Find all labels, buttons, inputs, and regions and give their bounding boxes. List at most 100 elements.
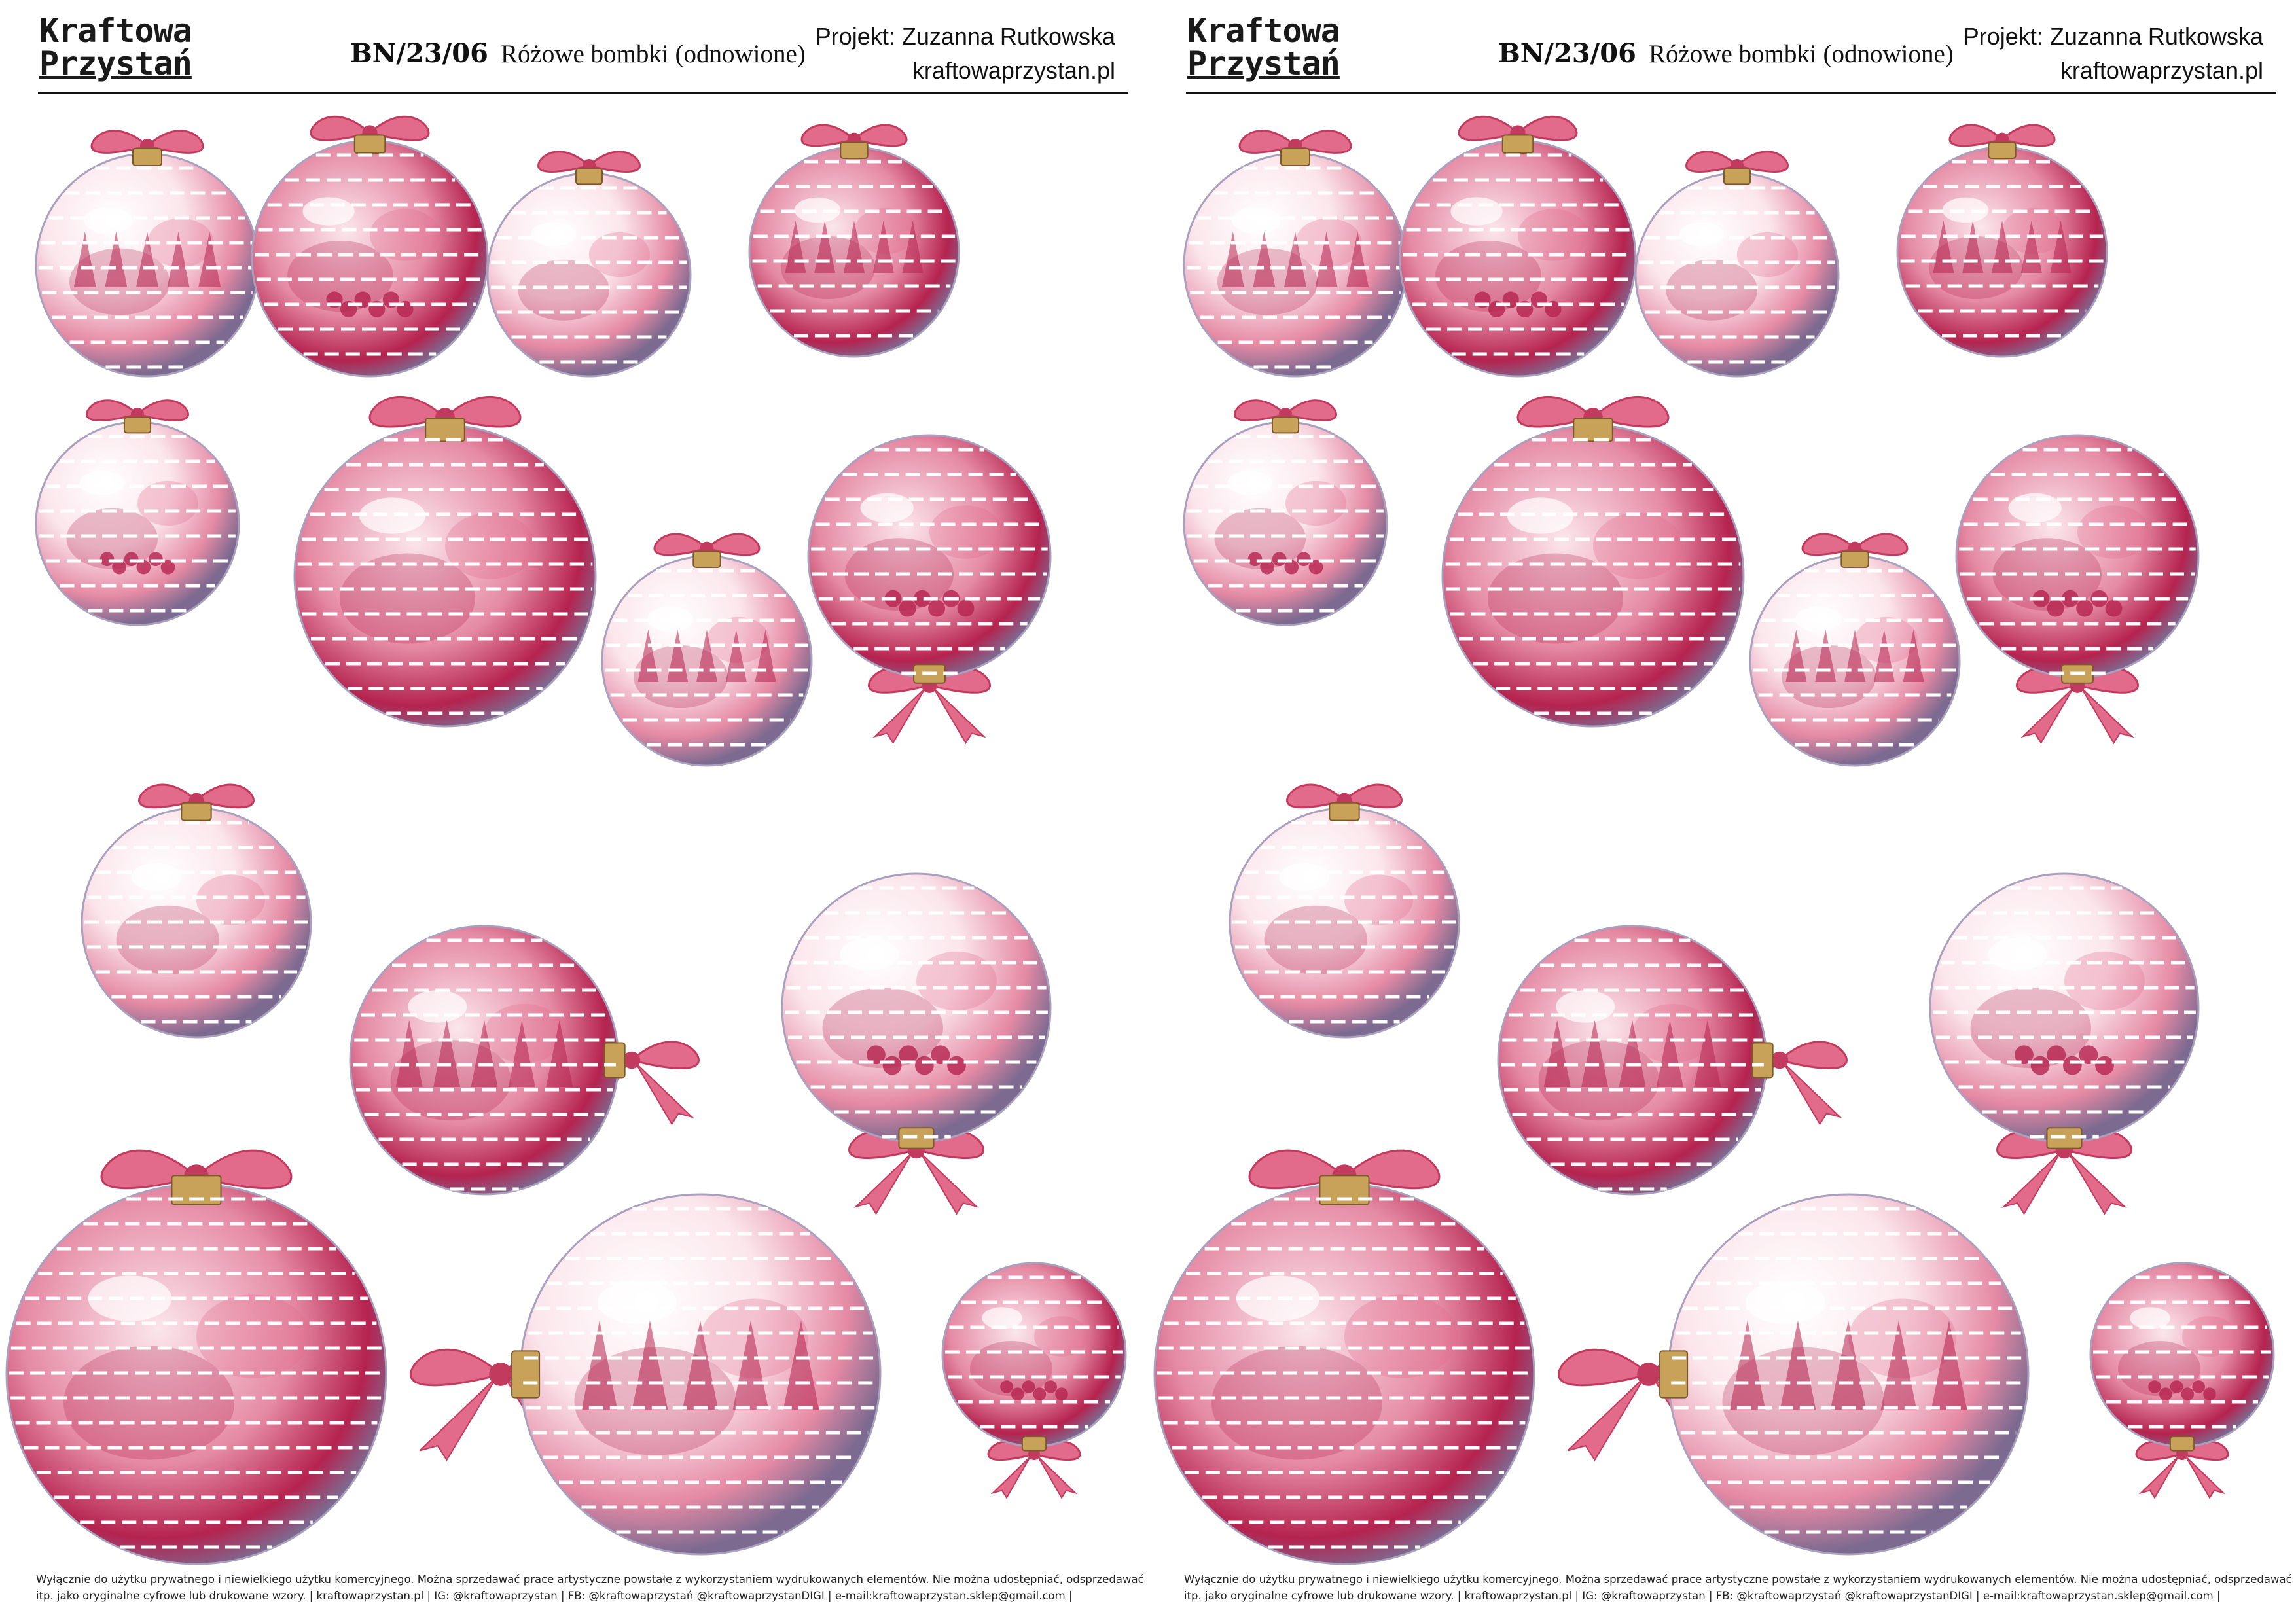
berry-decal: [2203, 1387, 2216, 1400]
berry-decal: [913, 590, 931, 607]
ornament-cap: [425, 418, 465, 442]
dashed-cut-lines: [1900, 160, 2104, 338]
product-code: BN/23/06: [350, 38, 488, 69]
berry-decal: [2047, 599, 2064, 617]
header-divider: [38, 92, 1128, 94]
berry-decal: [2181, 1387, 2195, 1400]
berry-decal: [2159, 1387, 2172, 1400]
ornament-ball: [35, 399, 240, 626]
project-info: Projekt: Zuzanna Rutkowska kraftowaprzys…: [1964, 20, 2263, 88]
pine-tree-decal: [136, 232, 158, 287]
berry-decal: [2095, 1056, 2114, 1075]
berry-decal: [1272, 552, 1287, 567]
dashed-cut-lines: [1232, 821, 1456, 1024]
ornament-cap: [1723, 168, 1751, 185]
ornament-cap: [1501, 134, 1534, 154]
ornament-ball: [2089, 1262, 2275, 1499]
ornament-ball: [1955, 434, 2200, 745]
berry-decal: [1297, 552, 1311, 567]
berry-decal: [2076, 599, 2094, 617]
berry-decal: [947, 1056, 966, 1075]
berry-decal: [899, 599, 916, 617]
ornament-ball: [1229, 783, 1460, 1039]
ornament-artwork: [5, 115, 1127, 1565]
header-divider: [1186, 92, 2276, 94]
ornament-ball: [807, 434, 1052, 745]
ornament-ball: [1153, 1149, 1535, 1565]
dashed-cut-lines: [523, 1207, 878, 1534]
pine-tree-decal: [732, 1320, 769, 1410]
pine-tree-decal: [1619, 1020, 1646, 1087]
pine-tree-decal: [1253, 232, 1276, 287]
berry-decal: [928, 599, 946, 617]
pine-tree-decal: [682, 1320, 719, 1410]
dashed-cut-lines: [1933, 886, 2196, 1139]
pine-tree-decal: [581, 1320, 618, 1410]
berry-decal: [160, 560, 175, 575]
ornament-cap: [171, 1175, 222, 1205]
ornament-ball: [1497, 925, 1848, 1196]
pine-tree-decal: [546, 1020, 573, 1087]
ornament-ball: [1557, 1193, 2030, 1556]
dashed-cut-lines: [1187, 435, 1384, 613]
berry-decal: [957, 599, 975, 617]
ornament-cap: [353, 134, 386, 154]
dashed-cut-lines: [1403, 153, 1633, 356]
sheet-left: Kraftowa Przystań BN/23/06 Różowe bombki…: [5, 14, 1144, 1602]
ornament-cap: [123, 416, 152, 434]
ornament-ball: [1183, 130, 1408, 378]
project-website: kraftowaprzystan.pl: [2060, 57, 2263, 84]
brand-logo: Kraftowa Przystań: [39, 14, 209, 80]
dashed-cut-lines: [1445, 438, 1741, 715]
dashed-cut-lines: [297, 438, 593, 715]
berry-decal: [899, 1045, 918, 1065]
dashed-cut-lines: [84, 821, 308, 1024]
pine-tree-decal: [471, 1020, 498, 1087]
berry-decal: [1055, 1387, 1068, 1400]
dashed-cut-lines: [605, 569, 809, 747]
berry-decal: [2192, 1380, 2205, 1393]
berry-decal: [2062, 1056, 2082, 1075]
pine-tree-decal: [73, 232, 96, 287]
project-info: Projekt: Zuzanna Rutkowska kraftowaprzys…: [816, 20, 1115, 88]
ornament-cap: [692, 550, 721, 568]
berry-decal: [1022, 1380, 1035, 1393]
berry-decal: [2061, 590, 2079, 607]
berry-decal: [867, 1045, 886, 1065]
pine-tree-decal: [1656, 1020, 1683, 1087]
ornament-ball: [1634, 151, 1840, 378]
berry-decal: [2105, 599, 2123, 617]
dashed-cut-lines: [811, 448, 1048, 675]
berry-decal: [1033, 1387, 1047, 1400]
ornament-cap: [511, 1350, 541, 1399]
dashed-cut-lines: [1639, 186, 1835, 364]
berry-decal: [2170, 1380, 2183, 1393]
pine-tree-decal: [1880, 1320, 1917, 1410]
ribbon-bow: [848, 1130, 985, 1215]
dashed-cut-lines: [1187, 166, 1404, 369]
pine-tree-decal: [632, 1320, 668, 1410]
dashed-cut-lines: [1753, 569, 1957, 747]
ornament-ball: [35, 130, 260, 378]
dashed-cut-lines: [1501, 938, 1764, 1191]
logo-line-1: Kraftowa: [39, 12, 192, 50]
pine-tree-decal: [783, 1320, 819, 1410]
ornament-cap: [1271, 416, 1300, 434]
sheet-right: Kraftowa Przystań BN/23/06 Różowe bombki…: [1148, 0, 2296, 1623]
pine-tree-decal: [1830, 1320, 1867, 1410]
dashed-cut-lines: [1671, 1207, 2026, 1534]
ornament-ball: [601, 533, 813, 767]
berry-decal: [2079, 1045, 2098, 1065]
project-author: Projekt: Zuzanna Rutkowska: [1963, 23, 2263, 50]
pine-tree-decal: [433, 1020, 461, 1087]
pine-tree-decal: [167, 232, 190, 287]
pine-tree-decal: [1780, 1320, 1816, 1410]
ornament-cap: [2169, 1436, 2195, 1452]
pine-tree-decal: [1315, 232, 1338, 287]
berry-decal: [1044, 1380, 1057, 1393]
ornament-cap: [1988, 141, 2017, 159]
pine-tree-decal: [1729, 1320, 1766, 1410]
pine-tree-decal: [1346, 232, 1369, 287]
pine-tree-decal: [105, 232, 128, 287]
ornament-ball: [781, 872, 1052, 1215]
